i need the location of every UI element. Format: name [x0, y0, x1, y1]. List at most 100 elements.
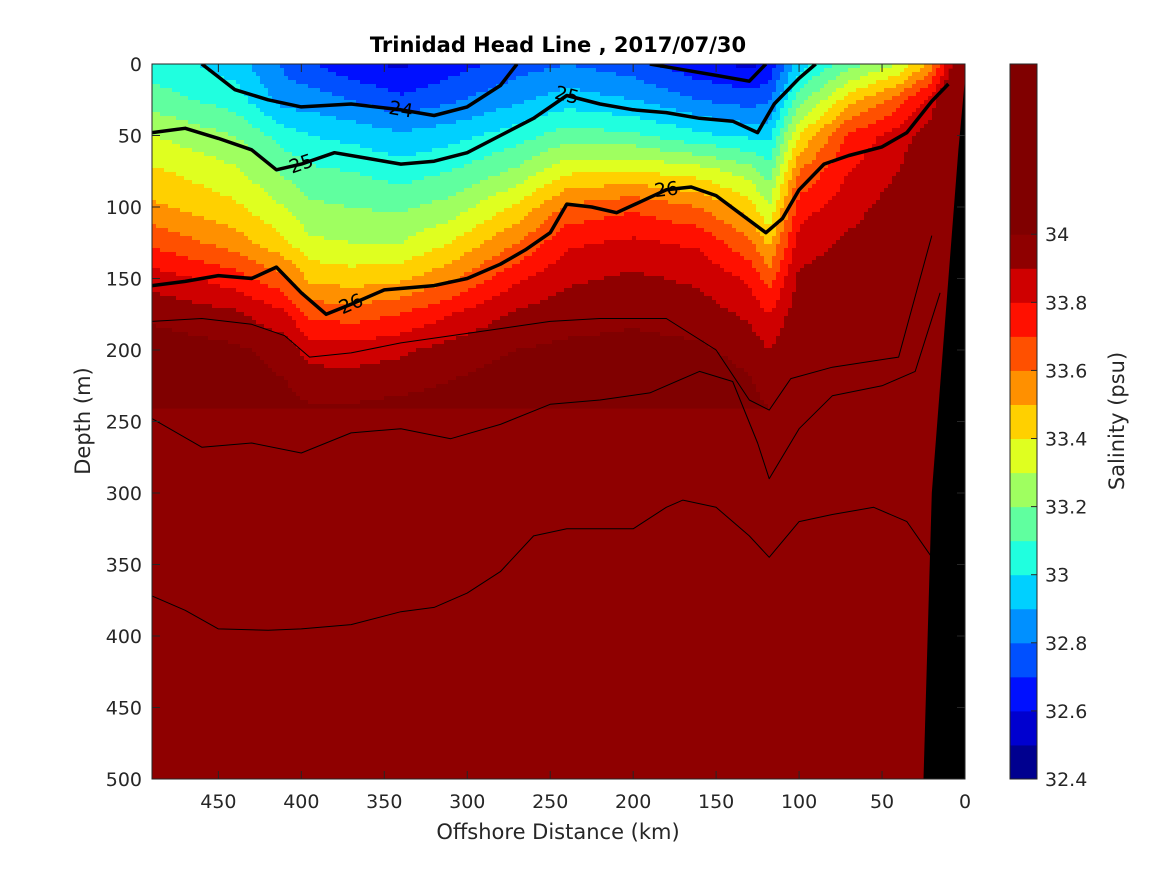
salinity-cell — [780, 132, 785, 137]
salinity-cell — [676, 108, 777, 113]
salinity-cell — [720, 264, 753, 269]
salinity-cell — [800, 268, 901, 273]
salinity-cell — [388, 88, 417, 93]
salinity-cell — [796, 128, 805, 133]
x-tick-label: 200 — [615, 791, 651, 813]
density-contours — [152, 64, 950, 631]
salinity-cell — [360, 172, 441, 177]
salinity-cell — [184, 176, 249, 181]
salinity-cell — [824, 204, 873, 209]
salinity-cell — [288, 276, 305, 281]
salinity-cell — [784, 84, 793, 89]
salinity-cell — [788, 268, 801, 273]
salinity-cell — [508, 80, 645, 85]
salinity-cell — [244, 232, 281, 237]
salinity-cell — [484, 364, 737, 369]
salinity-cell — [300, 220, 449, 225]
salinity-cell — [732, 84, 761, 89]
salinity-cell — [216, 72, 257, 77]
salinity-cell — [284, 72, 337, 77]
salinity-cell — [752, 376, 789, 381]
salinity-cell — [584, 200, 669, 205]
salinity-cell — [340, 168, 453, 173]
salinity-cell — [792, 100, 805, 105]
salinity-cell — [484, 132, 545, 137]
salinity-cell — [152, 228, 169, 233]
salinity-cell — [936, 88, 941, 93]
salinity-cell — [924, 124, 941, 129]
salinity-cell — [792, 168, 801, 173]
salinity-cell — [800, 72, 821, 77]
salinity-cell — [152, 76, 225, 81]
salinity-cell — [268, 284, 297, 289]
colorbar-segment — [1010, 506, 1037, 542]
x-axis-label: Offshore Distance (km) — [436, 820, 679, 844]
salinity-cell — [276, 372, 469, 377]
salinity-cell — [732, 188, 757, 193]
salinity-cell — [788, 264, 805, 269]
salinity-cell — [848, 228, 913, 233]
salinity-cell — [280, 288, 301, 293]
salinity-cell — [152, 196, 233, 201]
salinity-cell — [796, 76, 813, 81]
salinity-cell — [152, 288, 237, 293]
salinity-cell — [280, 232, 309, 237]
salinity-cell — [252, 296, 289, 301]
salinity-cell — [900, 92, 917, 97]
salinity-cell — [936, 104, 945, 109]
salinity-cell — [784, 160, 789, 165]
salinity-cell — [712, 132, 773, 137]
salinity-cell — [752, 220, 765, 225]
salinity-cell — [812, 160, 833, 165]
salinity-cell — [228, 248, 269, 253]
salinity-cell — [780, 128, 789, 133]
salinity-cell — [836, 76, 861, 81]
salinity-cell — [840, 236, 909, 241]
salinity-cell — [152, 172, 177, 177]
salinity-cell — [752, 264, 769, 269]
salinity-cell — [268, 92, 333, 97]
salinity-cell — [740, 316, 785, 321]
salinity-cell — [776, 200, 785, 205]
colorbar-frame — [1009, 63, 1038, 780]
salinity-field — [152, 64, 953, 409]
salinity-cell — [696, 176, 745, 181]
x-tick-label: 50 — [870, 791, 894, 813]
salinity-cell — [244, 204, 285, 209]
salinity-cell — [212, 304, 273, 309]
salinity-cell — [484, 300, 541, 305]
plot-area — [152, 64, 965, 779]
salinity-cell — [868, 108, 897, 113]
salinity-cell — [936, 68, 945, 73]
salinity-cell — [280, 144, 361, 149]
salinity-cell — [152, 160, 225, 165]
salinity-cell — [492, 276, 529, 281]
salinity-cell — [424, 288, 469, 293]
salinity-cell — [640, 132, 713, 137]
salinity-cell — [296, 184, 473, 189]
salinity-cell — [776, 88, 785, 93]
salinity-cell — [268, 248, 301, 253]
colorbar-tick-label: 33.6 — [1045, 360, 1087, 382]
salinity-cell — [528, 176, 561, 181]
salinity-cell — [252, 276, 289, 281]
salinity-cell — [512, 224, 541, 229]
salinity-cell — [508, 352, 721, 357]
salinity-cell — [344, 96, 469, 101]
y-tick-label: 350 — [106, 555, 142, 577]
salinity-cell — [540, 244, 585, 249]
salinity-cell — [772, 308, 789, 313]
colorbar: 32.4 32.6 32.8 33 33.2 33.4 33.6 33.8 34 — [1009, 63, 1087, 791]
salinity-cell — [736, 160, 777, 165]
salinity-cell — [296, 324, 425, 329]
salinity-cell — [464, 232, 497, 237]
salinity-cell — [228, 224, 273, 229]
salinity-cell — [932, 80, 941, 85]
salinity-cell — [448, 220, 485, 225]
salinity-cell — [256, 72, 285, 77]
salinity-cell — [284, 124, 373, 129]
salinity-cell — [360, 364, 485, 369]
salinity-cell — [772, 176, 777, 181]
salinity-cell — [900, 168, 929, 173]
salinity-cell — [524, 256, 561, 261]
